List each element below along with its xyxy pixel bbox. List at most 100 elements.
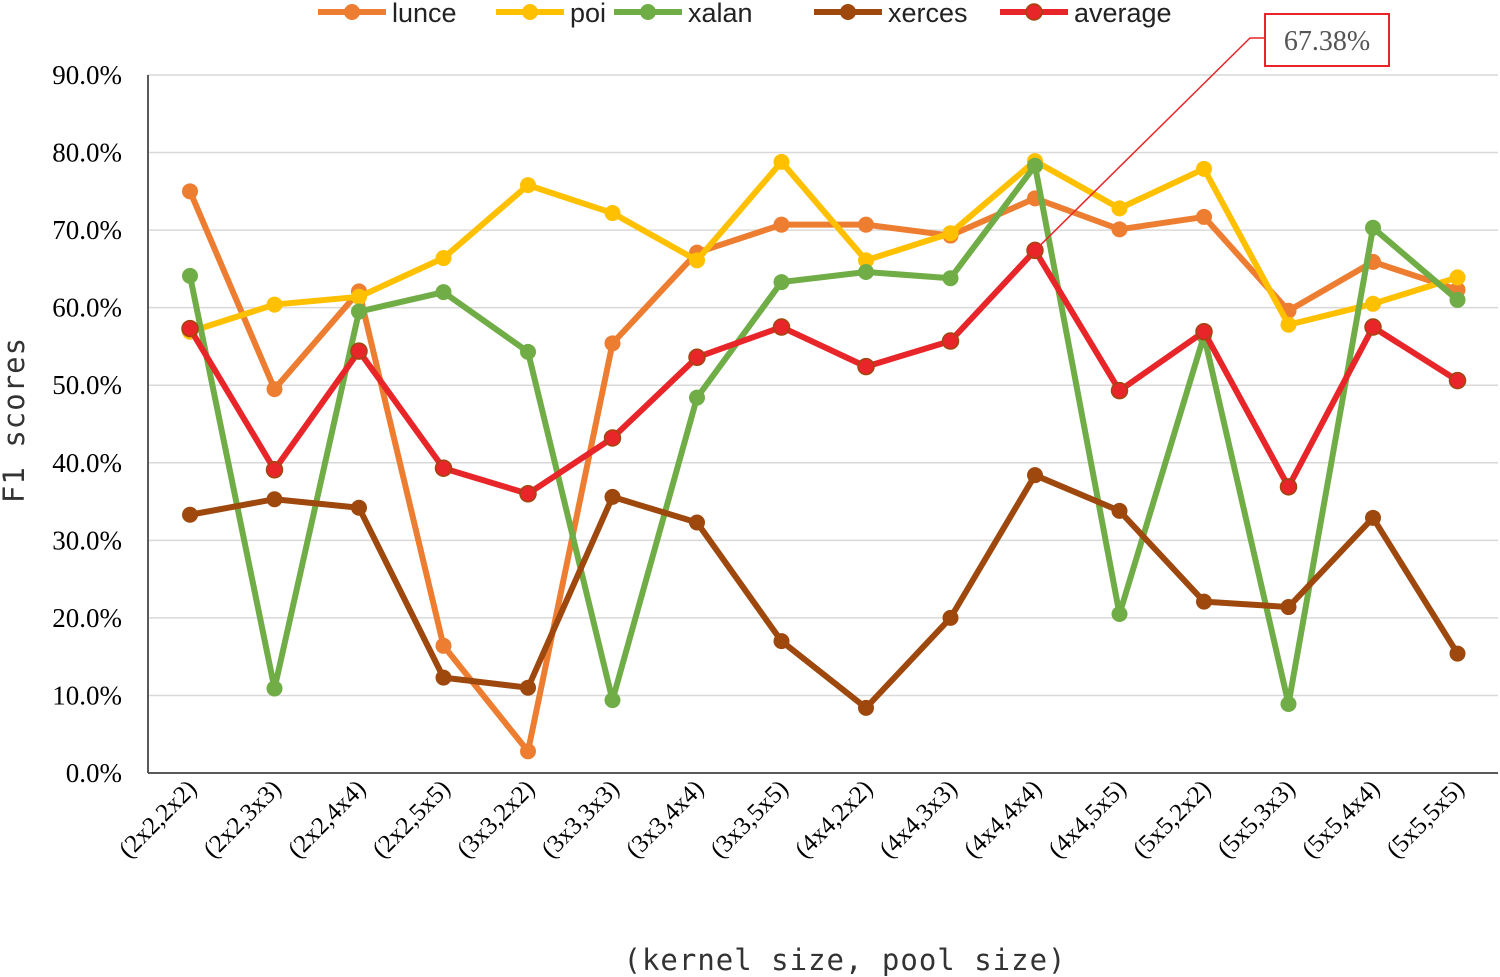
data-point-poi xyxy=(858,252,874,269)
data-point-xerces xyxy=(858,699,874,716)
x-tick-label: (2x2,5x5) xyxy=(367,775,455,863)
data-point-xalan xyxy=(1280,695,1297,712)
data-point-xalan xyxy=(182,267,198,284)
legend: lunce poi xalan xerces average xyxy=(318,0,1172,28)
data-point-average xyxy=(857,357,875,376)
y-tick-label: 70.0% xyxy=(52,215,122,245)
data-point-xerces xyxy=(520,679,536,696)
y-tick-label: 10.0% xyxy=(52,680,122,710)
data-point-average xyxy=(519,485,537,503)
data-point-poi xyxy=(773,153,790,170)
legend-item-lunce: lunce xyxy=(318,0,457,28)
data-point-lunce xyxy=(604,335,621,352)
series-average xyxy=(181,241,1467,503)
data-point-average xyxy=(265,461,284,479)
legend-marker-lunce xyxy=(344,4,360,20)
x-tick-label: (4x4,2x2) xyxy=(790,775,878,863)
data-point-lunce xyxy=(520,743,536,760)
x-tick-label: (4x4,4x4) xyxy=(959,775,1047,863)
data-point-lunce xyxy=(1111,221,1128,238)
data-point-poi xyxy=(1111,200,1128,217)
x-tick-label: (5x5,5x5) xyxy=(1381,775,1469,863)
data-point-average xyxy=(181,319,199,338)
x-tick-label: (3x3,2x2) xyxy=(452,775,540,863)
data-point-xalan xyxy=(351,303,367,320)
data-point-xerces xyxy=(1280,599,1297,616)
legend-marker-poi xyxy=(522,4,538,20)
data-point-poi xyxy=(1365,295,1381,312)
data-point-xalan xyxy=(773,274,790,291)
data-point-xalan xyxy=(1365,219,1381,236)
data-point-xerces xyxy=(604,488,621,505)
y-tick-label: 50.0% xyxy=(52,370,122,400)
data-point-poi xyxy=(1196,160,1212,177)
x-tick-label: (2x2,2x2) xyxy=(114,775,202,863)
data-point-xalan xyxy=(942,270,959,287)
data-point-lunce xyxy=(773,216,790,233)
data-point-xerces xyxy=(773,633,790,650)
series-line-xerces xyxy=(187,472,1461,711)
data-point-poi xyxy=(689,252,705,269)
series-poi xyxy=(182,153,1466,340)
series-line-lunce xyxy=(187,188,1461,755)
x-tick-label: (5x5,2x2) xyxy=(1128,775,1216,863)
data-point-xerces xyxy=(182,506,198,523)
data-point-xalan xyxy=(435,284,452,301)
annotation: 67.38% xyxy=(1034,13,1390,251)
x-tick-label: (2x2,3x3) xyxy=(198,775,286,863)
legend-marker-xalan xyxy=(640,4,656,20)
data-point-average xyxy=(603,429,622,447)
legend-marker-average xyxy=(1025,3,1043,21)
data-point-xerces xyxy=(1449,645,1466,662)
data-point-xalan xyxy=(1027,157,1043,174)
y-tick-label: 20.0% xyxy=(52,603,122,633)
data-point-average xyxy=(1279,478,1298,496)
axes xyxy=(147,75,1498,774)
x-tick-label: (2x2,4x4) xyxy=(283,775,371,863)
legend-item-xalan: xalan xyxy=(614,0,753,28)
data-point-poi xyxy=(351,288,367,305)
data-point-lunce xyxy=(435,637,452,654)
legend-label-lunce: lunce xyxy=(392,0,457,28)
data-point-xerces xyxy=(1027,467,1043,484)
x-tick-label: (3x3,3x3) xyxy=(536,775,624,863)
data-point-xalan xyxy=(1449,291,1466,308)
data-point-average xyxy=(772,318,791,336)
x-tick-label: (4x4,5x5) xyxy=(1043,775,1131,863)
data-point-xerces xyxy=(435,669,452,686)
data-point-xalan xyxy=(266,680,283,697)
y-tick-label: 0.0% xyxy=(66,758,122,788)
data-point-xalan xyxy=(1111,606,1128,623)
data-point-poi xyxy=(1449,269,1466,286)
data-point-average xyxy=(1364,318,1382,336)
data-point-xerces xyxy=(942,609,959,626)
data-point-poi xyxy=(1280,316,1297,333)
legend-item-poi: poi xyxy=(496,0,606,28)
x-tick-label: (3x3,5x5) xyxy=(705,775,793,863)
series-lines xyxy=(181,153,1467,760)
data-point-poi xyxy=(435,250,452,267)
data-point-xerces xyxy=(1111,502,1128,519)
x-tick-labels: (2x2,2x2)(2x2,3x3)(2x2,4x4)(2x2,5x5)(3x3… xyxy=(114,775,1470,863)
data-point-xerces xyxy=(266,491,283,508)
legend-label-xalan: xalan xyxy=(688,0,753,28)
data-point-lunce xyxy=(1196,208,1212,225)
y-tick-labels: 0.0% 10.0% 20.0% 30.0% 40.0% 50.0% 60.0% 70.0% 8… xyxy=(52,60,122,788)
data-point-average xyxy=(941,332,960,350)
data-point-average xyxy=(688,348,706,367)
data-point-xalan xyxy=(858,263,874,280)
legend-label-average: average xyxy=(1074,0,1172,28)
series-xalan xyxy=(182,157,1466,712)
x-tick-label: (4x4,3x3) xyxy=(874,775,962,863)
data-point-average xyxy=(1195,322,1213,341)
data-point-lunce xyxy=(858,216,874,233)
y-tick-label: 80.0% xyxy=(52,138,122,168)
x-axis-title: (kernel size, pool size) xyxy=(623,943,1066,977)
y-axis-title: F1 scores xyxy=(0,337,31,503)
series-xerces xyxy=(182,467,1466,716)
y-tick-label: 40.0% xyxy=(52,448,122,478)
data-point-average xyxy=(1110,381,1129,400)
y-tick-label: 90.0% xyxy=(52,60,122,90)
data-point-average xyxy=(434,459,453,477)
